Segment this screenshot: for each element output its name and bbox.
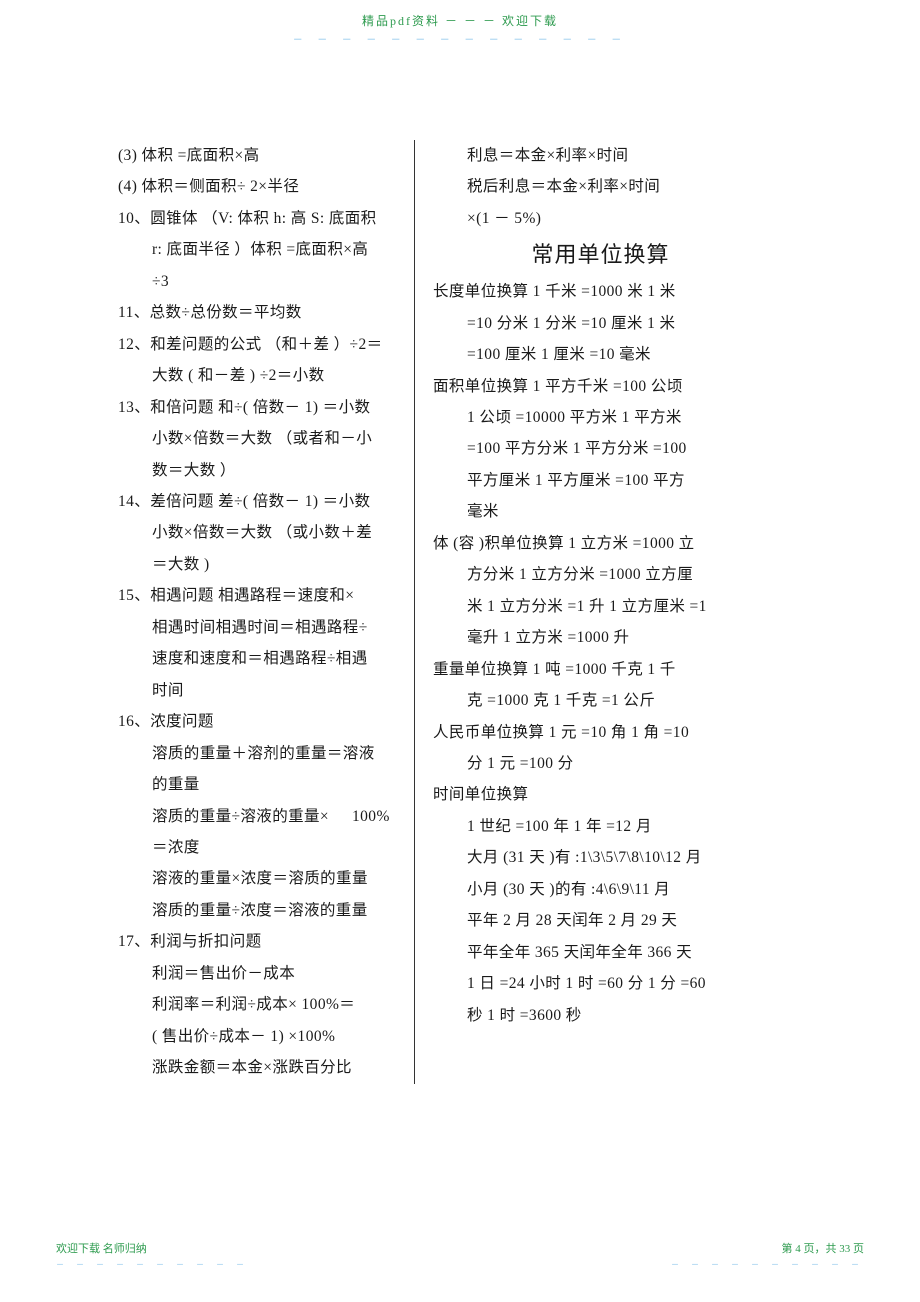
text-line: 利润＝售出价－成本 bbox=[118, 958, 404, 989]
text-line: 小月 (30 天 )的有 :4\6\9\11 月 bbox=[433, 874, 808, 905]
text-line: 秒 1 时 =3600 秒 bbox=[433, 1000, 808, 1031]
text-line: 12、和差问题的公式 （和＋差 ）÷2＝ bbox=[118, 329, 404, 360]
text-line: 长度单位换算 1 千米 =1000 米 1 米 bbox=[433, 276, 808, 307]
header-divider: － － － － － － － － － － － － － － bbox=[0, 31, 920, 46]
text-line: 涨跌金额＝本金×涨跌百分比 bbox=[118, 1052, 404, 1083]
text-line: 10、圆锥体 （V: 体积 h: 高 S: 底面积 bbox=[118, 203, 404, 234]
text-line: 溶质的重量÷浓度＝溶液的重量 bbox=[118, 895, 404, 926]
text-line: 14、差倍问题 差÷( 倍数－ 1) ＝小数 bbox=[118, 486, 404, 517]
section-heading: 常用单位换算 bbox=[433, 234, 808, 276]
text-line: (4) 体积＝侧面积÷ 2×半径 bbox=[118, 171, 404, 202]
text-line: 方分米 1 立方分米 =1000 立方厘 bbox=[433, 559, 808, 590]
text-line: 16、浓度问题 bbox=[118, 706, 404, 737]
text-line: =100 厘米 1 厘米 =10 毫米 bbox=[433, 339, 808, 370]
text-line: 面积单位换算 1 平方千米 =100 公顷 bbox=[433, 371, 808, 402]
text-line: (3) 体积 =底面积×高 bbox=[118, 140, 404, 171]
text-line: 小数×倍数＝大数 （或者和－小 bbox=[118, 423, 404, 454]
text-line: 15、相遇问题 相遇路程＝速度和× bbox=[118, 580, 404, 611]
text-line: 人民币单位换算 1 元 =10 角 1 角 =10 bbox=[433, 717, 808, 748]
text-line: 利息＝本金×利率×时间 bbox=[433, 140, 808, 171]
text-line: 平年 2 月 28 天闰年 2 月 29 天 bbox=[433, 905, 808, 936]
text-line: ( 售出价÷成本－ 1) ×100% bbox=[118, 1021, 404, 1052]
text-line: 1 世纪 =100 年 1 年 =12 月 bbox=[433, 811, 808, 842]
footer-divider: － － － － － － － － － － － － － － － － － － － － bbox=[56, 1259, 864, 1270]
right-column: 利息＝本金×利率×时间 税后利息＝本金×利率×时间 ×(1 － 5%) 常用单位… bbox=[414, 140, 808, 1084]
text-line: 毫升 1 立方米 =1000 升 bbox=[433, 622, 808, 653]
text-line: r: 底面半径 ）体积 =底面积×高 bbox=[118, 234, 404, 265]
text-line: 毫米 bbox=[433, 496, 808, 527]
text-line: 速度和速度和＝相遇路程÷相遇 bbox=[118, 643, 404, 674]
text-line: 溶质的重量÷溶液的重量× 100% bbox=[118, 801, 404, 832]
text-line: 米 1 立方分米 =1 升 1 立方厘米 =1 bbox=[433, 591, 808, 622]
text-line: =10 分米 1 分米 =10 厘米 1 米 bbox=[433, 308, 808, 339]
header-title: 精品pdf资料 － － － 欢迎下载 bbox=[0, 12, 920, 29]
text-line: 分 1 元 =100 分 bbox=[433, 748, 808, 779]
text-span: 溶质的重量÷溶液的重量× bbox=[152, 808, 329, 825]
text-line: 相遇时间相遇时间＝相遇路程÷ bbox=[118, 612, 404, 643]
text-line: ×(1 － 5%) bbox=[433, 203, 808, 234]
left-column: (3) 体积 =底面积×高 (4) 体积＝侧面积÷ 2×半径 10、圆锥体 （V… bbox=[118, 140, 414, 1084]
text-line: 1 公顷 =10000 平方米 1 平方米 bbox=[433, 402, 808, 433]
text-line: 11、总数÷总份数＝平均数 bbox=[118, 297, 404, 328]
text-line: 的重量 bbox=[118, 769, 404, 800]
footer-dashes-left: － － － － － － － － － － bbox=[56, 1259, 249, 1270]
text-line: 溶液的重量×浓度＝溶质的重量 bbox=[118, 863, 404, 894]
text-line: 税后利息＝本金×利率×时间 bbox=[433, 171, 808, 202]
text-line: 时间单位换算 bbox=[433, 779, 808, 810]
page-content: (3) 体积 =底面积×高 (4) 体积＝侧面积÷ 2×半径 10、圆锥体 （V… bbox=[118, 140, 808, 1084]
text-line: ＝大数 ) bbox=[118, 549, 404, 580]
text-line: 13、和倍问题 和÷( 倍数－ 1) ＝小数 bbox=[118, 392, 404, 423]
text-line: 平年全年 365 天闰年全年 366 天 bbox=[433, 937, 808, 968]
text-line: 溶质的重量＋溶剂的重量＝溶液 bbox=[118, 738, 404, 769]
page-header: 精品pdf资料 － － － 欢迎下载 － － － － － － － － － － －… bbox=[0, 12, 920, 46]
text-line: 时间 bbox=[118, 675, 404, 706]
footer-page-number: 第 4 页，共 33 页 bbox=[782, 1240, 865, 1256]
text-line: 平方厘米 1 平方厘米 =100 平方 bbox=[433, 465, 808, 496]
text-line: =100 平方分米 1 平方分米 =100 bbox=[433, 433, 808, 464]
text-line: 克 =1000 克 1 千克 =1 公斤 bbox=[433, 685, 808, 716]
text-line: 17、利润与折扣问题 bbox=[118, 926, 404, 957]
text-line: 大数 ( 和－差 ) ÷2＝小数 bbox=[118, 360, 404, 391]
text-line: 数＝大数 ） bbox=[118, 455, 404, 486]
text-line: 体 (容 )积单位换算 1 立方米 =1000 立 bbox=[433, 528, 808, 559]
overflow-text: 100% bbox=[352, 801, 390, 832]
text-line: 1 日 =24 小时 1 时 =60 分 1 分 =60 bbox=[433, 968, 808, 999]
text-line: ÷3 bbox=[118, 266, 404, 297]
page-footer: 欢迎下载 名师归纳 第 4 页，共 33 页 bbox=[56, 1240, 864, 1256]
footer-left: 欢迎下载 名师归纳 bbox=[56, 1240, 147, 1256]
text-line: 小数×倍数＝大数 （或小数＋差 bbox=[118, 517, 404, 548]
text-line: 大月 (31 天 )有 :1\3\5\7\8\10\12 月 bbox=[433, 842, 808, 873]
text-line: ＝浓度 bbox=[118, 832, 404, 863]
text-line: 重量单位换算 1 吨 =1000 千克 1 千 bbox=[433, 654, 808, 685]
footer-dashes-right: － － － － － － － － － － bbox=[671, 1259, 864, 1270]
text-line: 利润率＝利润÷成本× 100%＝ bbox=[118, 989, 404, 1020]
